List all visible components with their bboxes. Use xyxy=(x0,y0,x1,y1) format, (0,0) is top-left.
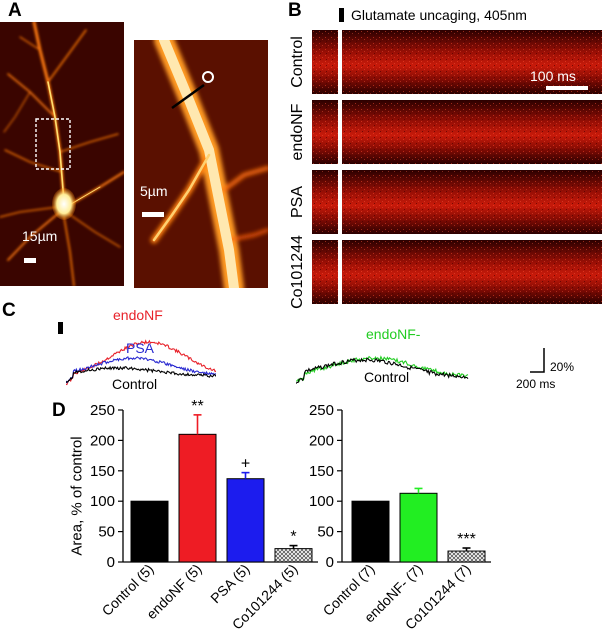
scale-bar-15um xyxy=(24,258,36,263)
bar-0-2 xyxy=(226,478,265,563)
panel-b-letter: B xyxy=(288,0,302,21)
linescan-row-control xyxy=(312,30,602,94)
y-tick-label: 250 xyxy=(309,402,334,419)
traces-right xyxy=(296,355,469,384)
time-scale-label: 100 ms xyxy=(530,68,576,84)
y-tick-label: 250 xyxy=(90,402,115,419)
trace-label-control-right: Control xyxy=(364,369,410,385)
linescan-images xyxy=(312,30,602,304)
stimulus-marker xyxy=(339,8,344,22)
stimulus-label: Glutamate uncaging, 405nm xyxy=(351,7,527,23)
y-tick-label: 50 xyxy=(98,524,115,541)
significance-label: + xyxy=(241,456,250,473)
y-tick-label: 100 xyxy=(90,493,115,510)
row-label-co101244: Co101244 xyxy=(289,235,306,309)
bar-0-0 xyxy=(130,500,169,563)
significance-label: ** xyxy=(191,400,203,415)
trace-control-right xyxy=(296,357,469,384)
bar-1-1 xyxy=(399,492,438,563)
trace-scale-bar xyxy=(530,348,545,373)
linescan-row-endonf xyxy=(312,100,602,164)
neuron-overview-image xyxy=(0,22,124,286)
y-tick-label: 200 xyxy=(90,432,115,449)
panel-a-letter: A xyxy=(8,0,22,21)
y-tick-label: 50 xyxy=(317,524,334,541)
y-tick-label: 0 xyxy=(326,554,334,571)
dendrite-zoom-image xyxy=(134,40,268,288)
trace-label-control-left: Control xyxy=(112,376,158,392)
trace-label-endonf: endoNF xyxy=(113,307,163,323)
row-label-control: Control xyxy=(289,36,306,88)
scale-bar-large-label: 15µm xyxy=(22,228,58,244)
stimulus-marker-c xyxy=(58,322,63,334)
trace-label-psa: PSA xyxy=(126,340,155,356)
trace-endonf xyxy=(66,339,216,386)
bar-1-2 xyxy=(447,550,486,563)
trace-endonf-minus xyxy=(296,355,469,383)
zoom-region-box xyxy=(35,118,71,170)
linescan-row-psa xyxy=(312,170,602,234)
y-tick-label: 100 xyxy=(309,493,334,510)
bar-1-0 xyxy=(351,500,390,563)
panel-c-letter: C xyxy=(2,300,16,321)
bar-0-1 xyxy=(178,433,217,563)
scale-bar-5um xyxy=(142,212,164,217)
panel-d-letter: D xyxy=(52,400,66,421)
uncaging-time-line xyxy=(338,30,342,304)
linescan-row-co101244 xyxy=(312,240,602,304)
y-tick-label: 200 xyxy=(309,432,334,449)
row-label-psa: PSA xyxy=(289,185,306,219)
y-tick-label: 150 xyxy=(309,463,334,480)
trace-psa xyxy=(66,356,216,384)
trace-scale-y-label: 20% xyxy=(550,360,575,374)
trace-scale-x-label: 200 ms xyxy=(516,377,556,391)
category-label: PSA (5) xyxy=(207,561,252,606)
trace-control-left xyxy=(66,365,216,383)
scale-bar-small-label: 5µm xyxy=(140,183,168,199)
uncaging-spot-icon xyxy=(202,71,214,83)
row-label-endonf: endoNF xyxy=(289,103,306,161)
bar-0-3 xyxy=(274,548,313,563)
time-scale-bar xyxy=(546,86,588,90)
y-tick-label: 150 xyxy=(90,463,115,480)
significance-label: *** xyxy=(457,531,476,548)
traces-left xyxy=(66,339,216,386)
trace-label-endonf-minus: endoNF- xyxy=(366,326,421,342)
y-tick-label: 0 xyxy=(107,554,115,571)
significance-label: * xyxy=(290,529,296,546)
